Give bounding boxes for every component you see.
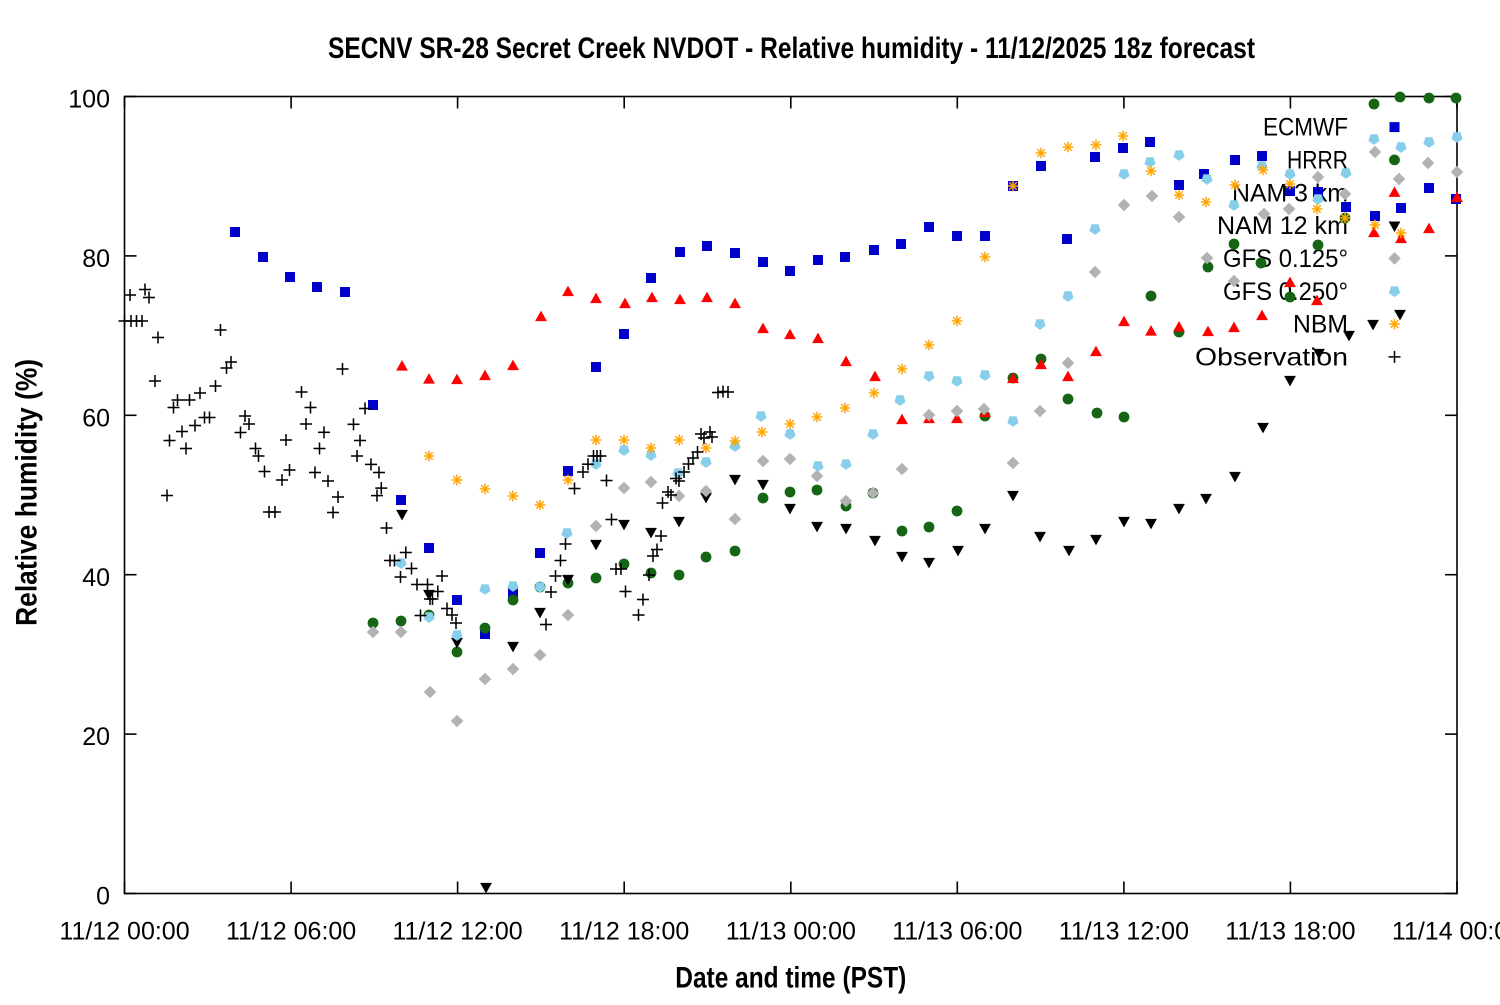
svg-text:11/13 00:00: 11/13 00:00 <box>726 918 856 946</box>
svg-text:11/13 12:00: 11/13 12:00 <box>1059 918 1189 946</box>
svg-text:GFS 0.250°: GFS 0.250° <box>1223 278 1348 306</box>
svg-text:11/12 00:00: 11/12 00:00 <box>59 918 189 946</box>
svg-text:ECMWF: ECMWF <box>1263 114 1348 142</box>
svg-text:Date and time (PST): Date and time (PST) <box>675 962 906 995</box>
svg-text:Relative humidity (%): Relative humidity (%) <box>11 359 44 626</box>
svg-text:0: 0 <box>96 883 110 911</box>
svg-text:100: 100 <box>68 86 110 114</box>
svg-text:80: 80 <box>82 245 110 273</box>
svg-text:GFS 0.125°: GFS 0.125° <box>1223 245 1348 273</box>
svg-text:11/12 06:00: 11/12 06:00 <box>226 918 356 946</box>
svg-text:NAM 12 km: NAM 12 km <box>1217 212 1348 240</box>
svg-text:11/12 12:00: 11/12 12:00 <box>392 918 522 946</box>
svg-text:60: 60 <box>82 404 110 432</box>
svg-text:Observation: Observation <box>1195 343 1348 371</box>
svg-text:11/14 00:00: 11/14 00:00 <box>1392 918 1500 946</box>
svg-text:NBM: NBM <box>1293 311 1348 339</box>
svg-text:11/12 18:00: 11/12 18:00 <box>559 918 689 946</box>
svg-text:HRRR: HRRR <box>1287 146 1348 174</box>
svg-text:40: 40 <box>82 564 110 592</box>
svg-text:20: 20 <box>82 723 110 751</box>
svg-text:SECNV SR-28 Secret Creek NVDOT: SECNV SR-28 Secret Creek NVDOT - Relativ… <box>328 32 1255 65</box>
svg-text:11/13 06:00: 11/13 06:00 <box>892 918 1022 946</box>
svg-text:11/13 18:00: 11/13 18:00 <box>1225 918 1355 946</box>
